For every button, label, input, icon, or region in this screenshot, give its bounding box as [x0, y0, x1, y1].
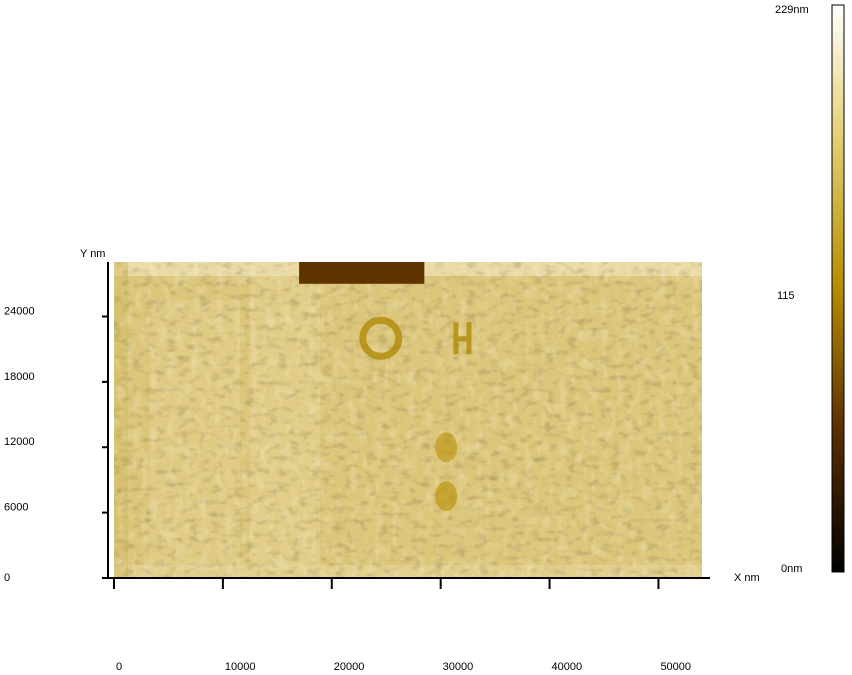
ring-feature: [359, 316, 403, 360]
x-tick-label: 50000: [660, 661, 691, 673]
colorbar: [831, 4, 845, 573]
x-tick-label: 20000: [334, 661, 365, 673]
colorbar-mid-label: 115: [777, 290, 795, 302]
y-tick-label: 24000: [4, 305, 35, 317]
dark-spot-1: [435, 432, 458, 463]
x-axis-label: X nm: [734, 572, 760, 584]
y-tick-label: 18000: [4, 371, 35, 383]
y-tick-label: 6000: [4, 502, 28, 514]
x-tick-label: 0: [116, 661, 122, 673]
y-tick-label: 0: [4, 572, 10, 584]
x-tick-label: 10000: [225, 661, 256, 673]
colorbar-max-label: 229nm: [775, 4, 809, 16]
colorbar-min-label: 0nm: [781, 563, 802, 575]
H-feature: [453, 322, 472, 355]
dark-spot-2: [435, 481, 458, 512]
y-axis-label: Y nm: [80, 248, 105, 260]
x-tick-label: 30000: [443, 661, 474, 673]
dark-bar-top: [299, 262, 425, 284]
x-tick-label: 40000: [552, 661, 583, 673]
height-map-image: [114, 262, 702, 578]
y-tick-label: 12000: [4, 436, 35, 448]
